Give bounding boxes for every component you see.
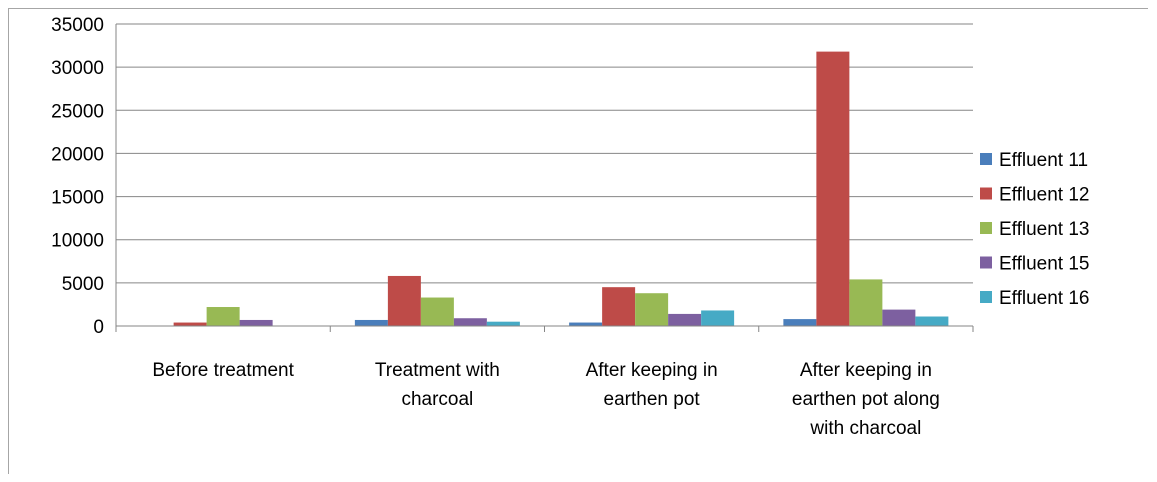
legend-label-2: Effluent 13	[999, 219, 1090, 240]
bar-effluent-13-cat-1	[420, 297, 454, 326]
bar-effluent-13-cat-2	[635, 293, 669, 326]
bar-effluent-11-cat-3	[783, 319, 817, 326]
x-category-label-line: After keeping in	[800, 360, 932, 381]
y-tick-label-6: 30000	[51, 58, 104, 79]
legend-label-3: Effluent 15	[999, 254, 1090, 275]
x-category-label-2: After keeping in earthen pot	[586, 360, 718, 410]
bar-effluent-16-cat-1	[486, 321, 520, 326]
bar-effluent-16-cat-2	[701, 310, 735, 326]
bar-effluent-15-cat-3	[882, 309, 916, 326]
bar-effluent-11-cat-1	[354, 319, 388, 326]
y-axis-tick-labels: 0 5000 10000 15000 20000 25000 30000 35000	[51, 15, 104, 338]
legend: Effluent 11 Effluent 12 Effluent 13 Effluen…	[980, 150, 1090, 309]
y-tick-label-0: 0	[93, 317, 104, 338]
bar-effluent-12-cat-3	[816, 51, 850, 327]
legend-label-1: Effluent 12	[999, 185, 1090, 206]
x-category-label-line: earthen pot along	[792, 389, 940, 410]
legend-swatch-3	[980, 256, 992, 269]
bars	[173, 51, 949, 327]
x-axis-category-labels: Before treatment Treatment with charcoal Af…	[152, 360, 939, 439]
bar-effluent-13-cat-3	[849, 279, 883, 326]
legend-label-0: Effluent 11	[999, 150, 1088, 171]
legend-swatch-0	[980, 153, 992, 165]
x-category-label-1: Treatment with charcoal	[375, 360, 500, 410]
y-tick-label-3: 15000	[51, 188, 104, 209]
legend-swatch-4	[980, 291, 992, 303]
bar-effluent-12-cat-2	[602, 287, 636, 326]
x-category-label-0: Before treatment	[152, 360, 294, 381]
axes	[115, 24, 974, 332]
bar-effluent-12-cat-0	[173, 322, 207, 326]
bar-effluent-12-cat-1	[387, 275, 421, 326]
y-tick-label-2: 10000	[51, 231, 104, 252]
bar-effluent-13-cat-0	[206, 307, 240, 326]
x-category-label-line: earthen pot	[604, 389, 701, 410]
y-tick-label-5: 25000	[51, 101, 104, 122]
bar-effluent-15-cat-1	[453, 318, 487, 326]
x-category-label-line: Before treatment	[152, 360, 294, 381]
bar-effluent-15-cat-0	[239, 319, 273, 326]
x-category-label-line: After keeping in	[586, 360, 718, 381]
bar-effluent-11-cat-2	[569, 322, 603, 326]
legend-swatch-1	[980, 187, 992, 200]
y-tick-label-4: 20000	[51, 144, 104, 165]
x-category-label-line: with charcoal	[809, 418, 921, 439]
y-tick-label-7: 35000	[51, 15, 104, 36]
legend-label-4: Effluent 16	[999, 288, 1090, 309]
y-tick-label-1: 5000	[62, 274, 104, 295]
legend-swatch-2	[980, 222, 992, 234]
bar-effluent-16-cat-3	[915, 316, 949, 326]
x-category-label-3: After keeping in earthen pot along with ch…	[792, 360, 940, 439]
bar-effluent-15-cat-2	[668, 313, 702, 326]
x-category-label-line: Treatment with	[375, 360, 500, 381]
x-category-label-line: charcoal	[401, 389, 473, 410]
chart-frame	[8, 8, 1148, 474]
